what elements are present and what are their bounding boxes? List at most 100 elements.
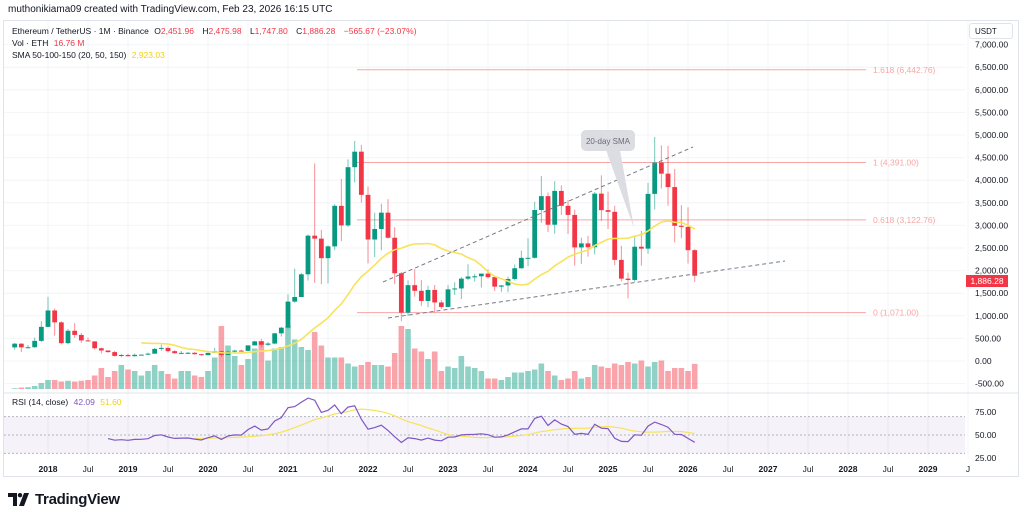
fibonacci-levels: 1.618 (6,442.76) 1 (4,391.00) 0.618 (3,122… <box>357 65 936 318</box>
volume-bar <box>425 359 431 389</box>
volume-bar <box>545 371 551 389</box>
candle-body <box>38 326 44 341</box>
price-axis[interactable]: 7,000.00 6,500.00 6,000.00 5,500.00 5,000.00… <box>975 40 1008 389</box>
rsi-legend: RSI (14, close) 42.09 51.60 <box>12 397 125 407</box>
chart-frame <box>3 20 1019 477</box>
price-tick-label: -500.00 <box>975 379 1004 389</box>
volume-bar <box>458 356 465 389</box>
time-tick-label: 2020 <box>199 464 218 474</box>
rsi-ma-line <box>194 408 695 440</box>
logo-text: TradingView <box>35 491 120 508</box>
volume-bar <box>151 365 158 389</box>
volume-bar <box>631 363 638 389</box>
candle-body <box>132 354 138 357</box>
candle-body <box>492 277 498 287</box>
callout-text: 20-day SMA <box>586 137 631 146</box>
volume-bar <box>678 368 685 389</box>
volume-bar <box>31 386 38 389</box>
volume-bar <box>165 374 171 389</box>
candle-body <box>105 350 111 353</box>
tradingview-logo[interactable]: TradingView <box>8 491 120 508</box>
sma-callout[interactable]: 20-day SMA <box>581 130 635 228</box>
candle-body <box>632 246 638 280</box>
callout-box <box>581 130 635 151</box>
close-value: 1,886.28 <box>302 26 336 36</box>
time-tick-label: 2023 <box>439 464 458 474</box>
candle-body <box>392 237 398 274</box>
volume-bar <box>331 357 338 389</box>
candle-body <box>112 352 118 356</box>
low-value: 1,747.80 <box>254 26 288 36</box>
candle-body <box>52 310 58 323</box>
candle-body <box>665 173 671 188</box>
time-tick-label: 2018 <box>39 464 58 474</box>
volume-bar <box>198 377 205 389</box>
close-label: C <box>296 26 303 36</box>
candle-body <box>578 243 584 248</box>
candle-body <box>625 278 631 280</box>
candle-body <box>465 276 471 279</box>
candle-body <box>305 235 311 275</box>
currency-label[interactable]: USDT <box>969 23 1013 39</box>
candle-body <box>432 289 438 303</box>
sma-line <box>141 220 696 354</box>
time-axis[interactable]: 2018 Jul 2019 Jul 2020 Jul 2021 Jul 2022 Jul 2023 J… <box>39 464 971 474</box>
volume-bar <box>511 372 518 389</box>
candle-body <box>545 196 551 225</box>
volume-bar <box>58 381 65 389</box>
time-tick-label: 2029 <box>919 464 938 474</box>
last-price-label: 1,886.28 <box>970 276 1003 286</box>
rsi-label[interactable]: RSI (14, close) <box>12 397 69 407</box>
volume-bar <box>505 377 511 389</box>
candle-body <box>398 273 404 313</box>
candle-body <box>178 352 184 354</box>
candle-body <box>572 214 578 248</box>
volume-bar <box>558 380 565 389</box>
candle-body <box>338 205 344 226</box>
time-tick-label: J <box>966 464 970 474</box>
volume-bar <box>571 371 578 389</box>
candle-body <box>245 345 251 351</box>
candle-body <box>172 351 178 354</box>
volume-bar <box>485 378 491 389</box>
volume-bar <box>611 363 618 389</box>
volume-bar <box>325 357 331 389</box>
volume-bar <box>365 362 371 389</box>
time-tick-label: 2028 <box>839 464 858 474</box>
volume-bar <box>25 387 31 389</box>
grid-lines <box>4 21 969 458</box>
symbol-name[interactable]: Ethereum / TetherUS · 1M · Binance <box>12 26 149 36</box>
candle-body <box>325 246 331 259</box>
rsi-pane: 75.00 50.00 25.00 <box>4 407 997 463</box>
volume-bar <box>431 351 438 389</box>
candle-body <box>505 278 511 286</box>
candle-body <box>45 310 51 327</box>
time-tick-label: 2027 <box>759 464 778 474</box>
volume-bar <box>18 387 25 389</box>
volume-label[interactable]: Vol · ETH <box>12 38 49 48</box>
candle-body <box>78 334 84 341</box>
candle-body <box>418 290 424 301</box>
time-tick-label: Jul <box>563 464 574 474</box>
sma-label[interactable]: SMA 50-100-150 (20, 50, 150) <box>12 50 127 60</box>
volume-bar <box>565 378 571 389</box>
volume-bar <box>78 380 85 389</box>
volume-bar <box>291 339 298 389</box>
lower-trendline[interactable] <box>387 260 786 319</box>
candle-body <box>238 350 244 352</box>
volume-bar <box>258 341 265 389</box>
tradingview-logo-icon <box>8 493 29 506</box>
last-price-marker: 1,886.28 <box>966 275 1008 287</box>
time-tick-label: Jul <box>403 464 414 474</box>
fib-level-label: 1.618 (6,442.76) <box>873 65 936 75</box>
volume-bar <box>385 366 391 389</box>
upper-trendline[interactable] <box>382 146 694 283</box>
volume-bar <box>125 369 131 389</box>
volume-bar <box>271 348 278 389</box>
candle-body <box>318 238 324 259</box>
candle-body <box>158 347 164 349</box>
volume-bar <box>131 371 138 389</box>
candle-body <box>345 167 351 226</box>
volume-bar <box>638 360 645 389</box>
